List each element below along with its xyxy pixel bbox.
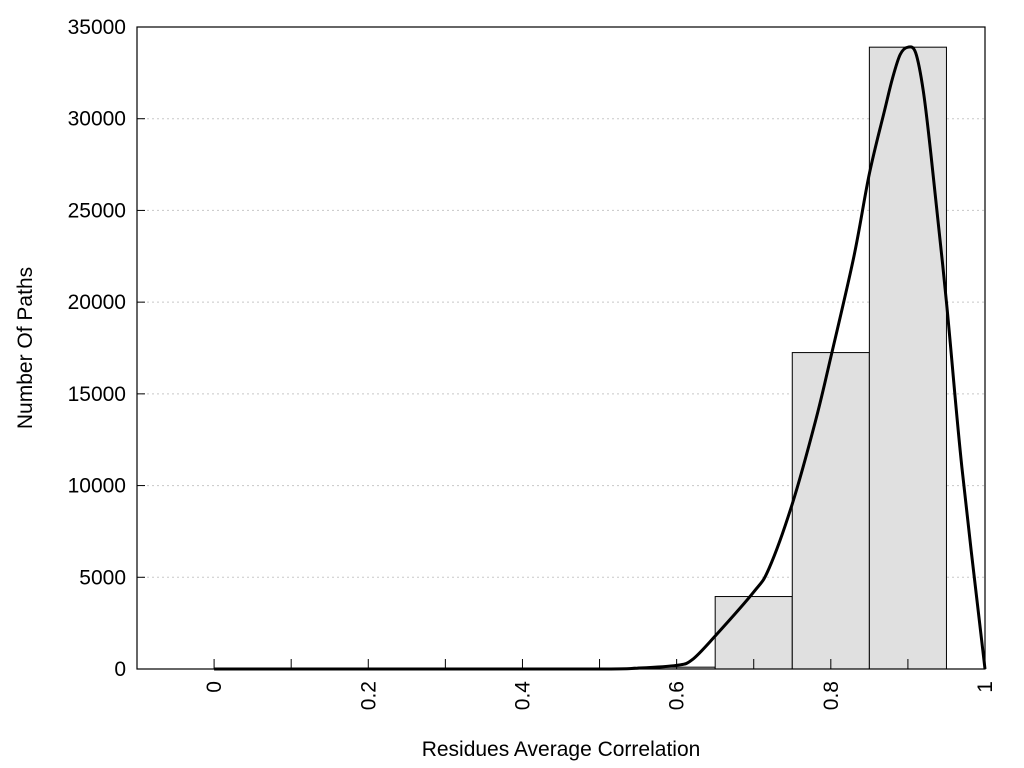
x-axis-label: Residues Average Correlation	[422, 738, 701, 761]
y-axis-ticks: 0 5000 10000 15000 20000 25000 30000 35000	[68, 16, 145, 681]
y-axis-label: Number Of Paths	[14, 267, 37, 429]
y-tick-label: 20000	[68, 291, 126, 314]
y-tick-label: 30000	[68, 108, 126, 131]
y-tick-label: 10000	[68, 475, 126, 498]
fit-curve	[214, 45, 987, 671]
histogram-bar	[868, 46, 947, 670]
y-tick-label: 15000	[68, 383, 126, 406]
plot-frame	[136, 26, 986, 670]
x-tick-label: 1	[974, 681, 997, 693]
x-tick-label: 0.8	[820, 681, 843, 710]
histogram-bar	[714, 596, 793, 670]
x-tick-label: 0.6	[666, 681, 689, 710]
y-tick-label: 5000	[79, 566, 126, 589]
histogram-bar	[791, 352, 870, 670]
histogram-bars	[637, 46, 947, 670]
y-tick-label: 35000	[68, 16, 126, 39]
x-axis-ticks: 0 0.2 0.4 0.6 0.8 1	[203, 659, 997, 710]
x-tick-label: 0.4	[511, 681, 534, 711]
x-tick-label: 0.2	[357, 681, 380, 710]
y-tick-label: 25000	[68, 199, 126, 222]
x-tick-label: 0	[203, 681, 226, 693]
y-tick-label: 0	[114, 658, 126, 681]
